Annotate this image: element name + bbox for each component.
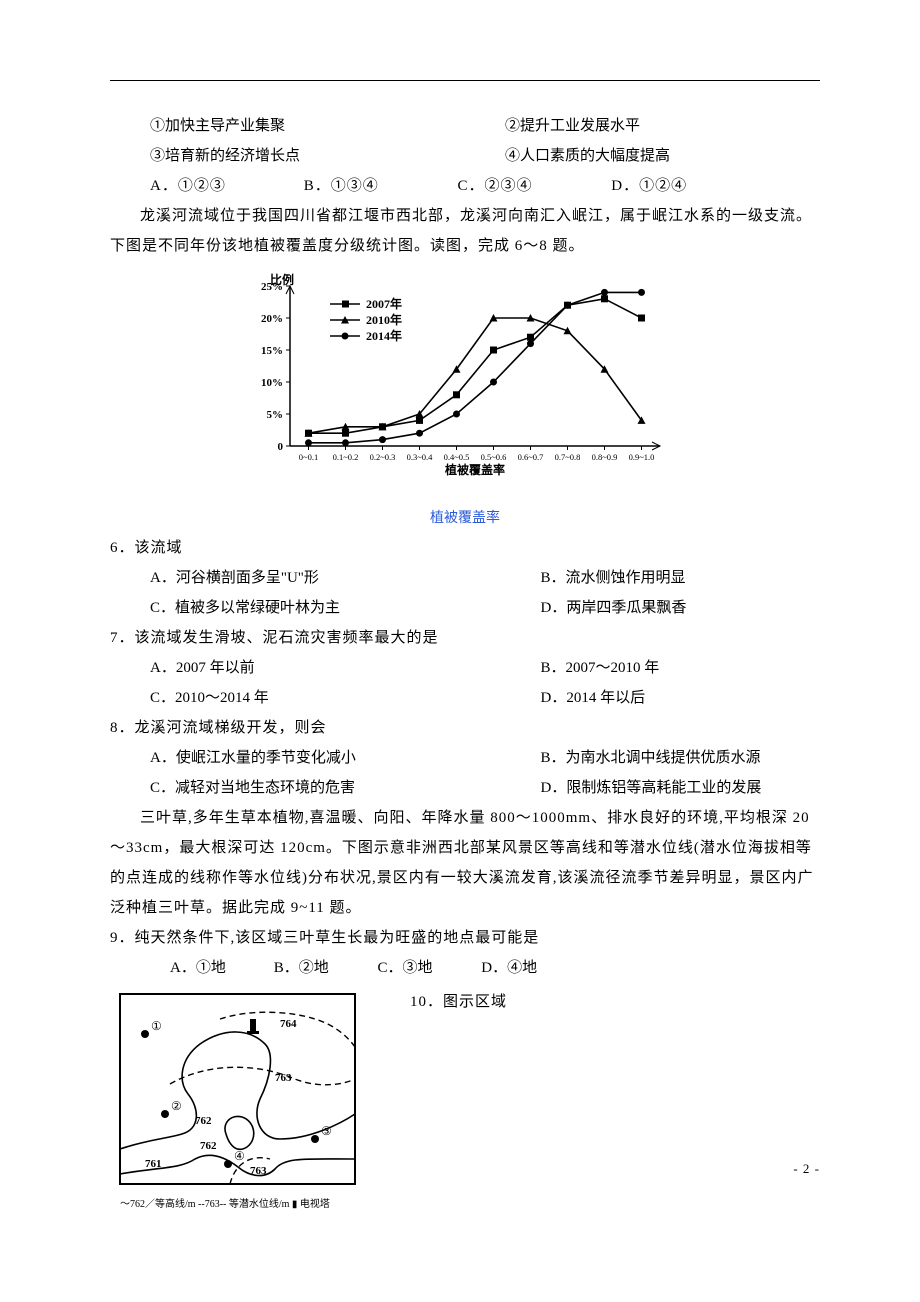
svg-text:761: 761 <box>145 1158 162 1170</box>
svg-text:763: 763 <box>250 1165 267 1177</box>
svg-text:～762／等高线/m --763-- 等潜水位线/m ▮: ～762／等高线/m --763-- 等潜水位线/m ▮ 电视塔 <box>120 1197 330 1210</box>
q6-opt-c: C．植被多以常绿硬叶林为主 <box>110 593 541 623</box>
svg-text:0.9~1.0: 0.9~1.0 <box>629 452 655 462</box>
q8-opt-d: D．限制炼铝等高耗能工业的发展 <box>541 773 861 803</box>
page-number: - 2 - <box>793 1156 820 1182</box>
svg-text:762: 762 <box>195 1115 212 1127</box>
q9-options: A．①地 B．②地 C．③地 D．④地 <box>110 953 820 983</box>
q7-stem: 7．该流域发生滑坡、泥石流灾害频率最大的是 <box>110 623 820 653</box>
item-row-1: ①加快主导产业集聚 ②提升工业发展水平 <box>110 111 820 141</box>
svg-text:0.2~0.3: 0.2~0.3 <box>370 452 396 462</box>
contour-map: 764 763 763 762 762 761 ① ② ③ ④ ～762／等高线/m --763--… <box>110 989 370 1230</box>
vegetation-chart: 05%10%15%20%25%0~0.10.1~0.20.2~0.30.3~0.… <box>240 271 690 533</box>
q7-opt-c: C．2010～2014 年 <box>110 683 541 713</box>
svg-text:762: 762 <box>200 1140 217 1152</box>
item-4: ④人口素质的大幅度提高 <box>505 141 860 171</box>
svg-text:2007年: 2007年 <box>366 296 402 311</box>
q10-stem: 10．图示区域 <box>410 987 820 1017</box>
q5-opt-a: A．①②③ <box>150 171 300 201</box>
svg-text:0.7~0.8: 0.7~0.8 <box>555 452 581 462</box>
q5-opt-b: B．①③④ <box>304 171 454 201</box>
item-row-2: ③培育新的经济增长点 ④人口素质的大幅度提高 <box>110 141 820 171</box>
item-3: ③培育新的经济增长点 <box>110 141 505 171</box>
svg-text:植被覆盖率: 植被覆盖率 <box>444 462 505 477</box>
q6-row2: C．植被多以常绿硬叶林为主 D．两岸四季瓜果飘香 <box>110 593 820 623</box>
svg-text:0~0.1: 0~0.1 <box>299 452 318 462</box>
svg-text:0.8~0.9: 0.8~0.9 <box>592 452 618 462</box>
q9-opt-a: A．①地 <box>170 953 270 983</box>
q8-row1: A．使岷江水量的季节变化减小 B．为南水北调中线提供优质水源 <box>110 743 820 773</box>
svg-text:0.1~0.2: 0.1~0.2 <box>333 452 359 462</box>
svg-text:0: 0 <box>278 441 284 453</box>
q8-stem: 8．龙溪河流域梯级开发，则会 <box>110 713 820 743</box>
svg-text:0.3~0.4: 0.3~0.4 <box>407 452 434 462</box>
map-svg: 764 763 763 762 762 761 ① ② ③ ④ ～762／等高线/m --763--… <box>110 989 370 1219</box>
svg-text:0.5~0.6: 0.5~0.6 <box>481 452 507 462</box>
line-chart-svg: 05%10%15%20%25%0~0.10.1~0.20.2~0.30.3~0.… <box>245 271 685 501</box>
q7-opt-a: A．2007 年以前 <box>110 653 541 683</box>
q9-stem: 9．纯天然条件下,该区域三叶草生长最为旺盛的地点最可能是 <box>110 923 820 953</box>
svg-text:0.4~0.5: 0.4~0.5 <box>444 452 470 462</box>
svg-text:2010年: 2010年 <box>366 312 402 327</box>
q8-opt-b: B．为南水北调中线提供优质水源 <box>541 743 861 773</box>
q9-opt-c: C．③地 <box>378 953 478 983</box>
q6-opt-b: B．流水侧蚀作用明显 <box>541 563 861 593</box>
svg-text:②: ② <box>171 1099 182 1113</box>
svg-text:0.6~0.7: 0.6~0.7 <box>518 452 544 462</box>
passage-1: 龙溪河流域位于我国四川省都江堰市西北部，龙溪河向南汇入岷江，属于岷江水系的一级支… <box>110 201 820 261</box>
svg-text:比例: 比例 <box>270 272 294 287</box>
svg-text:③: ③ <box>321 1124 332 1138</box>
q7-row2: C．2010～2014 年 D．2014 年以后 <box>110 683 820 713</box>
q5-options: A．①②③ B．①③④ C．②③④ D．①②④ <box>110 171 820 201</box>
q6-opt-d: D．两岸四季瓜果飘香 <box>541 593 861 623</box>
q7-row1: A．2007 年以前 B．2007～2010 年 <box>110 653 820 683</box>
svg-text:763: 763 <box>275 1072 292 1084</box>
q7-opt-b: B．2007～2010 年 <box>541 653 861 683</box>
svg-text:④: ④ <box>234 1149 245 1163</box>
q5-opt-c: C．②③④ <box>458 171 608 201</box>
passage-2: 三叶草,多年生草本植物,喜温暖、向阳、年降水量 800～1000mm、排水良好的… <box>110 803 820 923</box>
q5-opt-d: D．①②④ <box>611 171 761 201</box>
svg-text:5%: 5% <box>267 409 284 421</box>
q7-opt-d: D．2014 年以后 <box>541 683 861 713</box>
header-rule <box>110 80 820 81</box>
item-2: ②提升工业发展水平 <box>505 111 860 141</box>
q6-opt-a: A．河谷横剖面多呈"U"形 <box>110 563 541 593</box>
svg-text:20%: 20% <box>261 313 283 325</box>
q8-row2: C．减轻对当地生态环境的危害 D．限制炼铝等高耗能工业的发展 <box>110 773 820 803</box>
svg-text:764: 764 <box>280 1018 297 1030</box>
svg-text:①: ① <box>151 1019 162 1033</box>
chart-caption: 植被覆盖率 <box>240 505 690 533</box>
q8-opt-c: C．减轻对当地生态环境的危害 <box>110 773 541 803</box>
q6-stem: 6．该流域 <box>110 533 820 563</box>
q6-row1: A．河谷横剖面多呈"U"形 B．流水侧蚀作用明显 <box>110 563 820 593</box>
item-1: ①加快主导产业集聚 <box>110 111 505 141</box>
svg-text:15%: 15% <box>261 345 283 357</box>
q9-opt-b: B．②地 <box>274 953 374 983</box>
svg-text:10%: 10% <box>261 377 283 389</box>
q9-opt-d: D．④地 <box>481 953 581 983</box>
svg-text:2014年: 2014年 <box>366 328 402 343</box>
q8-opt-a: A．使岷江水量的季节变化减小 <box>110 743 541 773</box>
